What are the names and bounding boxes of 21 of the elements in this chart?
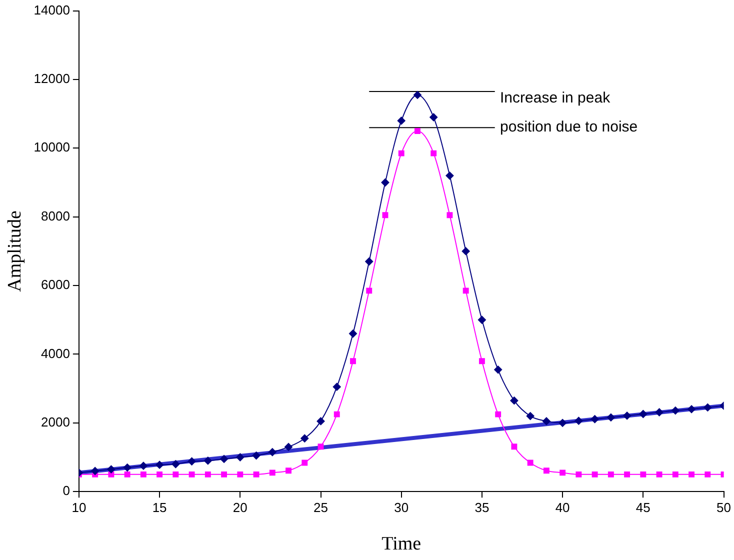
x-tick-label: 45: [636, 500, 650, 515]
y-tick-label: 12000: [34, 71, 70, 86]
y-tick-label: 2000: [41, 414, 70, 430]
y-tick-label: 8000: [41, 208, 70, 224]
x-tick-label: 40: [555, 500, 570, 515]
y-tick-label: 14000: [34, 2, 70, 18]
x-axis-title: Time: [382, 534, 422, 555]
y-tick-label: 4000: [41, 346, 70, 361]
x-tick-label: 10: [72, 500, 86, 515]
y-tick-label: 6000: [41, 277, 70, 292]
y-axis-title: Amplitude: [4, 210, 26, 292]
annotation: position due to noise: [500, 118, 638, 136]
x-tick-label: 30: [394, 500, 409, 515]
x-tick-label: 25: [314, 500, 328, 515]
x-tick-label: 20: [232, 500, 248, 515]
x-tick-label: 15: [152, 500, 167, 515]
y-tick-label: 0: [62, 483, 70, 498]
annotation: Increase in peak: [500, 89, 611, 106]
x-tick-label: 50: [716, 500, 732, 515]
x-tick-label: 35: [474, 500, 490, 515]
y-tick-label: 10000: [34, 140, 70, 155]
